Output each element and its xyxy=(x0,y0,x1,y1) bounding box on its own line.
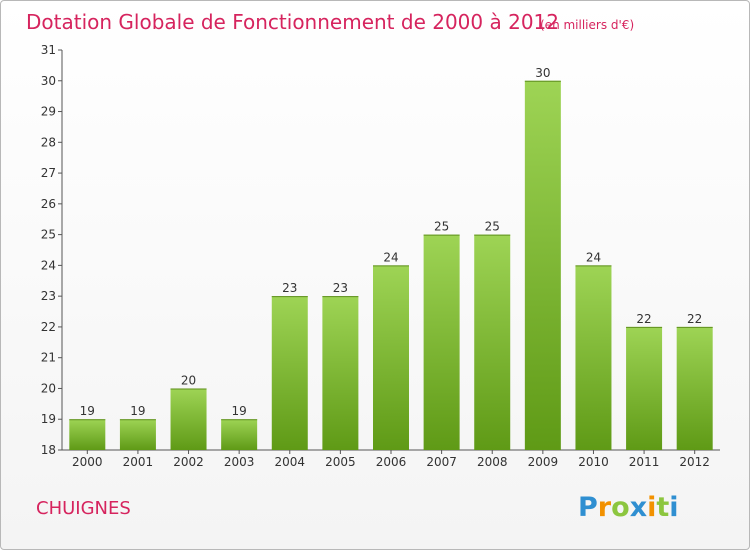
y-tick-label: 23 xyxy=(41,289,56,303)
x-tick-label: 2000 xyxy=(72,455,103,469)
bar-value-label: 23 xyxy=(282,281,297,295)
proxiti-logo: Proxiti xyxy=(578,492,679,523)
y-tick-label: 19 xyxy=(41,412,56,426)
bar-value-label: 25 xyxy=(485,220,500,234)
y-tick-label: 31 xyxy=(41,43,56,57)
x-tick-label: 2004 xyxy=(274,455,305,469)
y-tick-label: 27 xyxy=(41,166,56,180)
x-tick-label: 2012 xyxy=(679,455,710,469)
x-tick-label: 2007 xyxy=(426,455,457,469)
chart-subtitle: (en milliers d'€) xyxy=(540,18,634,32)
y-tick-label: 24 xyxy=(41,258,56,272)
chart-data-labels: 19 19 20 19 23 23 24 25 25 30 24 22 22 xyxy=(80,66,703,418)
bar xyxy=(69,419,106,450)
logo-letter: i xyxy=(647,492,656,523)
bar xyxy=(373,265,409,450)
x-tick-label: 2006 xyxy=(376,455,407,469)
bar xyxy=(423,234,460,450)
y-tick-label: 21 xyxy=(41,351,56,365)
logo-letter: o xyxy=(611,492,630,523)
bar xyxy=(626,326,663,450)
x-tick-label: 2009 xyxy=(528,455,559,469)
bar xyxy=(170,388,207,450)
bar-value-label: 24 xyxy=(586,250,601,264)
commune-name: CHUIGNES xyxy=(36,498,131,519)
bar-value-label: 20 xyxy=(181,373,196,387)
y-tick-label: 20 xyxy=(41,381,56,395)
logo-letter: t xyxy=(656,492,669,523)
x-tick-label: 2010 xyxy=(578,455,609,469)
logo-letter: i xyxy=(669,492,678,523)
bar xyxy=(575,265,612,450)
x-tick-label: 2008 xyxy=(477,455,508,469)
logo-letter: x xyxy=(630,492,647,523)
bar xyxy=(221,419,258,450)
bar xyxy=(676,326,713,450)
y-tick-label: 28 xyxy=(41,135,56,149)
y-tick-label: 25 xyxy=(41,228,56,242)
chart-x-ticks: 2000 2001 2002 2003 2004 2005 2006 2007 2008 2009… xyxy=(72,450,710,469)
y-tick-label: 30 xyxy=(41,74,56,88)
y-tick-label: 18 xyxy=(41,443,56,457)
bar xyxy=(271,296,308,450)
x-tick-label: 2005 xyxy=(325,455,356,469)
bar-value-label: 22 xyxy=(687,312,702,326)
bar-value-label: 25 xyxy=(434,220,449,234)
bar xyxy=(119,419,156,450)
bar xyxy=(322,296,359,450)
bar-value-label: 19 xyxy=(80,404,95,418)
x-tick-label: 2002 xyxy=(173,455,204,469)
logo-letter: r xyxy=(598,492,612,523)
y-tick-label: 29 xyxy=(41,105,56,119)
chart-bars xyxy=(69,80,713,451)
bar-value-label: 22 xyxy=(636,312,651,326)
y-tick-label: 26 xyxy=(41,197,56,211)
bar xyxy=(474,234,511,450)
x-tick-label: 2011 xyxy=(629,455,660,469)
bar-value-label: 30 xyxy=(535,66,550,80)
bar-value-label: 24 xyxy=(383,250,398,264)
y-tick-label: 22 xyxy=(41,320,56,334)
x-tick-label: 2001 xyxy=(123,455,154,469)
bar-value-label: 23 xyxy=(333,281,348,295)
bar-value-label: 19 xyxy=(232,404,247,418)
chart-title: Dotation Globale de Fonctionnement de 20… xyxy=(26,10,559,34)
bar xyxy=(524,80,561,451)
x-tick-label: 2003 xyxy=(224,455,255,469)
logo-letter: P xyxy=(578,492,598,523)
bar-value-label: 19 xyxy=(130,404,145,418)
